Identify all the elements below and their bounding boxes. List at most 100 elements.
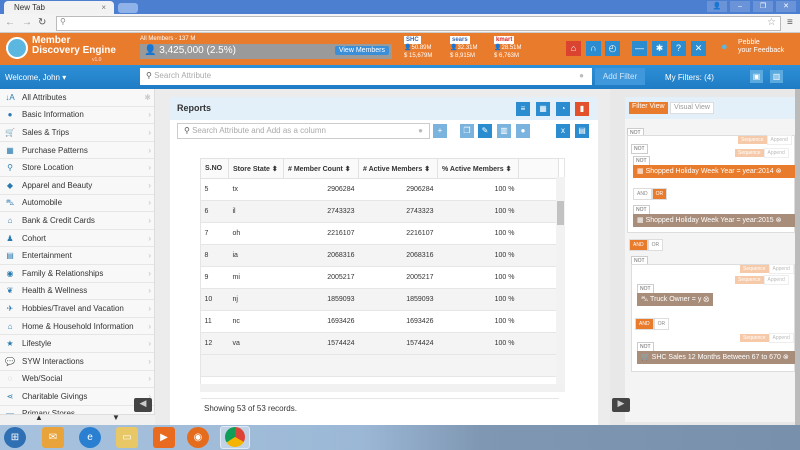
filter-chip[interactable]: ⛍ Truck Owner = y ⊗ [637,293,714,306]
sidebar-item-all-attributes[interactable]: ↓A All Attributes ✱ [0,89,154,107]
col-active-members[interactable]: # Active Members ⬍ [358,158,438,179]
table-row[interactable]: 5 tx 2906284 2906284 100 % [200,178,559,201]
user-icon[interactable]: 👤 [707,1,727,12]
sequence-button[interactable]: Sequence [735,276,764,284]
sort-icon[interactable]: ⬍ [424,165,431,173]
user-menu[interactable]: Welcome, John ▾ [5,73,67,82]
binoculars-icon[interactable]: ∩ [586,41,601,56]
remove-icon[interactable]: ⊗ [703,296,710,303]
chrome-taskbar-button[interactable] [220,426,250,449]
sequence-button[interactable]: Sequence [735,149,764,157]
delete-icon[interactable]: ▥ [497,124,511,138]
sidebar-item-entertainment[interactable]: ▤ Entertainment › [0,247,154,265]
back-icon[interactable]: ← [5,17,15,28]
visual-view-tab[interactable]: Visual View [670,102,714,114]
filter-chip[interactable]: 🛒 SHC Sales 12 Months Between 67 to 670 … [637,351,795,364]
and-button[interactable]: AND [633,188,652,200]
view-members-button[interactable]: View Members [334,46,389,55]
or-button[interactable]: OR [647,239,664,251]
gear-icon[interactable]: ✱ [144,92,151,102]
sidebar-item-lifestyle[interactable]: ★ Lifestyle › [0,335,154,353]
book-icon[interactable]: ▮ [575,102,589,116]
sidebar-item-apparel-beauty[interactable]: ◆ Apparel and Beauty › [0,176,154,195]
start-button[interactable]: ⊞ [4,427,26,448]
export-file-icon[interactable]: ▤ [575,124,589,138]
scroll-up-icon[interactable]: ▲ [35,413,43,422]
table-row[interactable]: 10 nj 1859093 1859093 100 % [200,288,559,311]
help-icon[interactable]: ? [671,41,686,56]
append-button[interactable]: Append [763,275,789,285]
clock-icon[interactable]: ◴ [605,41,620,56]
messenger-icon[interactable]: ✉ [42,427,64,448]
internet-explorer-icon[interactable]: e [79,427,101,448]
or-button[interactable]: OR [651,188,668,200]
and-button[interactable]: AND [629,239,648,251]
settings-icon[interactable]: ● [516,124,530,138]
tab-close-button[interactable]: × [101,3,106,12]
sidebar-item-purchase-patterns[interactable]: ▦ Purchase Patterns › [0,141,154,160]
sidebar-item-syw[interactable]: 💬 SYW Interactions › [0,352,154,371]
table-row[interactable]: 12 va 1574424 1574424 100 % [200,332,559,355]
remove-icon[interactable]: ⊗ [775,168,782,175]
append-button[interactable]: Append [763,148,789,158]
table-row[interactable]: 8 ia 2068316 2068316 100 % [200,244,559,267]
sidebar-item-home-household[interactable]: ⌂ Home & Household Information › [0,317,154,336]
firefox-icon[interactable]: ◉ [187,427,209,448]
bookmark-star-icon[interactable]: ☆ [767,17,776,28]
sidebar-item-charitable[interactable]: ⋖ Charitable Givings › [0,388,154,406]
filter-list-icon[interactable]: ≡ [516,102,530,116]
url-input[interactable]: ⚲ [56,16,781,31]
table-icon[interactable]: ▦ [536,102,550,116]
table-row[interactable]: 7 oh 2216107 2216107 100 % [200,222,559,245]
sidebar-item-hobbies[interactable]: ✈ Hobbies/Travel and Vacation › [0,300,154,318]
scrollbar-thumb[interactable] [557,201,564,225]
close-button[interactable]: ✕ [776,1,796,12]
media-player-icon[interactable]: ▶ [153,427,175,448]
table-row[interactable]: 9 mi 2005217 2005217 100 % [200,266,559,289]
new-tab-button[interactable] [118,3,138,13]
sidebar-item-store-location[interactable]: ⚲ Store Location › [0,159,154,177]
edit-icon[interactable]: ✎ [478,124,492,138]
sidebar-item-automobile[interactable]: ⛍ Automobile › [0,194,154,213]
minus-icon[interactable]: — [632,41,647,56]
expand-icon[interactable]: ✕ [691,41,706,56]
browser-tab[interactable]: New Tab × [4,1,114,14]
reload-icon[interactable]: ↻ [38,17,47,28]
filter-chip[interactable]: ▦ Shopped Holiday Week Year = year:2014 … [633,165,795,178]
remove-icon[interactable]: ⊗ [782,354,789,361]
sidebar-item-health[interactable]: ❦ Health & Wellness › [0,282,154,301]
expand-panel-button[interactable]: ▶ [612,398,630,412]
not-toggle[interactable]: NOT [631,144,648,154]
restore-button[interactable]: ❐ [753,1,773,12]
or-button[interactable]: OR [653,318,670,330]
table-row[interactable]: 6 il 2743323 2743323 100 % [200,200,559,223]
append-button[interactable]: Append [766,135,792,145]
add-filter-button[interactable]: Add Filter [595,68,645,85]
add-column-icon[interactable]: + [433,124,447,138]
export-excel-icon[interactable]: x [556,124,570,138]
sidebar-item-basic-information[interactable]: ● Basic Information › [0,106,154,125]
remove-icon[interactable]: ⊗ [775,217,782,224]
col-pct-active[interactable]: % Active Members ⬍ [437,158,519,179]
filter-view-tab[interactable]: Filter View [629,102,668,114]
minimize-button[interactable]: – [730,1,750,12]
pie-chart-icon[interactable]: ◔ [556,102,570,116]
copy-icon[interactable]: ❐ [460,124,474,138]
table-vertical-scrollbar[interactable] [556,177,565,387]
my-filters-label[interactable]: My Filters: (4) [665,73,714,82]
col-store-state[interactable]: Store State ⬍ [228,158,284,179]
trash-icon[interactable]: ▥ [770,70,783,83]
file-explorer-icon[interactable]: ▭ [116,427,138,448]
sidebar-item-bank-credit[interactable]: ⌂ Bank & Credit Cards › [0,212,154,230]
forward-icon[interactable]: → [22,17,32,28]
save-icon[interactable]: ▣ [750,70,763,83]
sequence-button[interactable]: Sequence [738,136,767,144]
col-member-count[interactable]: # Member Count ⬍ [283,158,359,179]
append-button[interactable]: Append [768,264,794,274]
feedback-link[interactable]: Pebble your Feedback [738,39,784,55]
home-icon[interactable]: ⌂ [566,41,581,56]
sort-icon[interactable]: ⬍ [271,165,278,173]
sequence-button[interactable]: Sequence [740,334,769,342]
append-button[interactable]: Append [768,333,794,343]
table-horizontal-scrollbar[interactable] [200,384,565,392]
